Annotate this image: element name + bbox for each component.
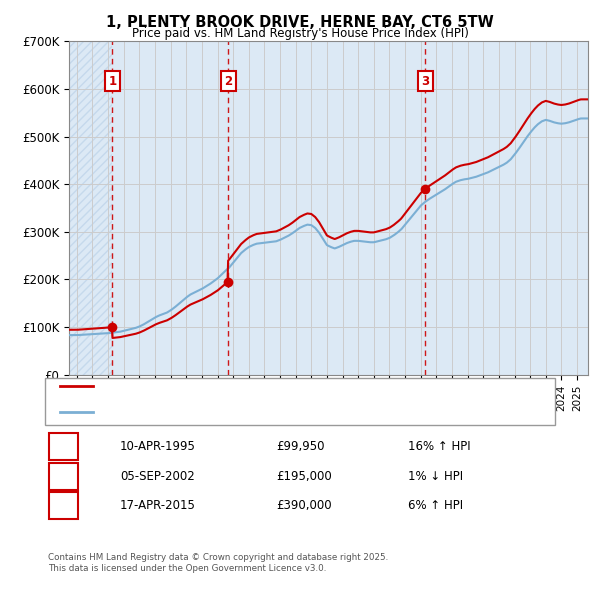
Text: 10-APR-1995: 10-APR-1995 xyxy=(120,440,196,453)
Text: 1, PLENTY BROOK DRIVE, HERNE BAY, CT6 5TW: 1, PLENTY BROOK DRIVE, HERNE BAY, CT6 5T… xyxy=(106,15,494,30)
Bar xyxy=(69,41,112,375)
Text: £195,000: £195,000 xyxy=(276,470,332,483)
Text: 1: 1 xyxy=(59,440,68,453)
Text: £99,950: £99,950 xyxy=(276,440,325,453)
Text: 3: 3 xyxy=(59,499,68,512)
Text: 05-SEP-2002: 05-SEP-2002 xyxy=(120,470,195,483)
Text: 1: 1 xyxy=(108,75,116,88)
Text: 2: 2 xyxy=(224,75,232,88)
Text: Contains HM Land Registry data © Crown copyright and database right 2025.
This d: Contains HM Land Registry data © Crown c… xyxy=(48,553,388,573)
Text: 2: 2 xyxy=(59,470,68,483)
Text: Price paid vs. HM Land Registry's House Price Index (HPI): Price paid vs. HM Land Registry's House … xyxy=(131,27,469,40)
Text: HPI: Average price, detached house, Canterbury: HPI: Average price, detached house, Cant… xyxy=(99,407,351,417)
Text: 16% ↑ HPI: 16% ↑ HPI xyxy=(408,440,470,453)
Text: £390,000: £390,000 xyxy=(276,499,332,512)
Text: 1, PLENTY BROOK DRIVE, HERNE BAY, CT6 5TW (detached house): 1, PLENTY BROOK DRIVE, HERNE BAY, CT6 5T… xyxy=(99,382,440,391)
Text: 3: 3 xyxy=(421,75,430,88)
Text: 6% ↑ HPI: 6% ↑ HPI xyxy=(408,499,463,512)
Text: 1% ↓ HPI: 1% ↓ HPI xyxy=(408,470,463,483)
Text: 17-APR-2015: 17-APR-2015 xyxy=(120,499,196,512)
